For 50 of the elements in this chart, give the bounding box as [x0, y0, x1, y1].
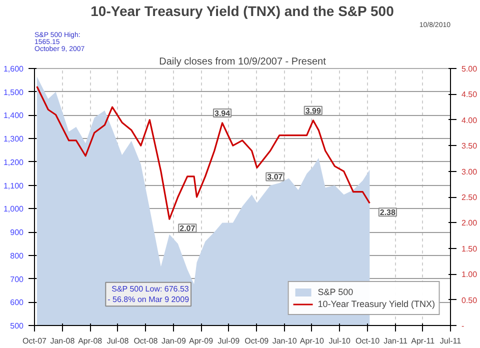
annotation: S&P 500 Low: 676.53 - 56.8% on Mar 9 2009 — [108, 284, 190, 304]
y-tick-label: 1,000 — [3, 204, 24, 214]
x-tick-label: Apr-10 — [300, 336, 324, 346]
x-tick-label: Jul-09 — [218, 336, 240, 346]
y2-tick-label: - — [462, 322, 464, 330]
y-tick-label: 1,100 — [3, 181, 24, 190]
x-tick-label: Jul-10 — [328, 336, 352, 346]
y-tick-label: 500 — [10, 322, 24, 330]
y2-tick-label: 4.50 — [462, 90, 478, 100]
x-tick-label: Oct-10 — [356, 336, 380, 346]
x-tick-label: Oct-09 — [244, 336, 270, 346]
x-tick-label: Jan-09 — [161, 336, 186, 346]
data-label: 3.94 — [214, 108, 231, 118]
y-tick-label: 1,400 — [3, 111, 24, 120]
x-tick-label: Jan-11 — [384, 336, 408, 346]
legend-label: 10-Year Treasury Yield (TNX) — [318, 298, 435, 310]
y-tick-label: 1,200 — [3, 158, 24, 167]
y-tick-label: 600 — [10, 298, 24, 308]
y2-tick-label: 5.00 — [462, 64, 478, 74]
x-tick-label: Oct-08 — [134, 336, 158, 346]
chart-subtitle: Daily closes from 10/9/2007 - Present — [159, 56, 326, 68]
x-tick-label: Jan-08 — [50, 336, 76, 346]
x-tick-label: Jul-08 — [106, 336, 130, 346]
y2-tick-label: 0.50 — [462, 296, 478, 305]
x-tick-label: Apr-09 — [189, 336, 214, 346]
y-tick-label: 1,500 — [3, 88, 24, 97]
y2-tick-label: 4.00 — [462, 116, 478, 125]
y2-tick-label: 3.00 — [462, 167, 478, 176]
data-label: 2.38 — [380, 208, 396, 218]
y-tick-label: 700 — [10, 274, 24, 284]
x-tick-label: Oct-07 — [22, 336, 48, 346]
data-label: 3.07 — [267, 172, 284, 182]
x-tick-label: Jul-11 — [440, 336, 462, 346]
data-label: 3.99 — [305, 106, 322, 116]
y2-tick-label: 1.50 — [462, 244, 478, 254]
y2-tick-label: 2.50 — [462, 193, 478, 202]
legend-label: S&P 500 — [318, 286, 354, 298]
chart-title: 10-Year Treasury Yield (TNX) and the S&P 500 — [90, 3, 394, 19]
y-tick-label: 1,300 — [3, 134, 24, 144]
x-tick-label: Apr-08 — [78, 336, 103, 346]
y2-tick-label: 2.00 — [462, 218, 478, 228]
y2-tick-label: 3.50 — [462, 142, 478, 151]
x-tick-label: Apr-11 — [411, 336, 436, 346]
y-tick-label: 1,600 — [3, 64, 24, 74]
line-series — [36, 86, 370, 220]
y-tick-label: 800 — [10, 251, 24, 260]
x-tick-label: Jan-10 — [272, 336, 298, 346]
data-label: 2.07 — [180, 224, 196, 234]
y2-tick-label: 1.00 — [462, 270, 478, 280]
y-tick-label: 900 — [10, 228, 24, 238]
